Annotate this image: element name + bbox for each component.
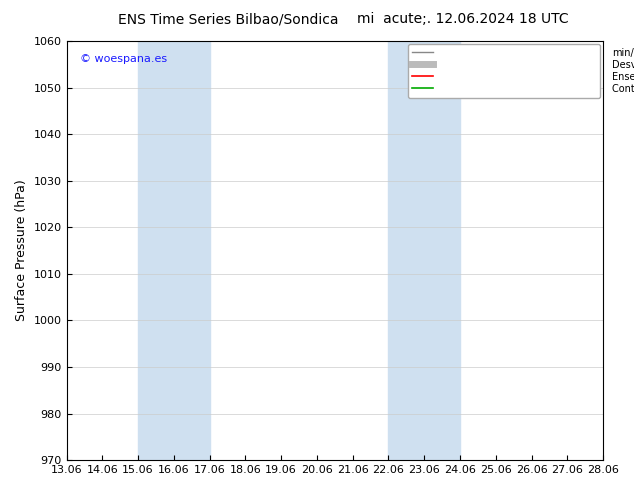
Text: ENS Time Series Bilbao/Sondica: ENS Time Series Bilbao/Sondica (118, 12, 339, 26)
Legend: min/max, Desviaci acute;n est  acute;ndar, Ensemble mean run, Controll run: min/max, Desviaci acute;n est acute;ndar… (408, 44, 600, 98)
Text: mi  acute;. 12.06.2024 18 UTC: mi acute;. 12.06.2024 18 UTC (357, 12, 569, 26)
Text: © woespana.es: © woespana.es (80, 53, 167, 64)
Bar (138, 41, 210, 460)
Bar (389, 41, 460, 460)
Y-axis label: Surface Pressure (hPa): Surface Pressure (hPa) (15, 180, 28, 321)
